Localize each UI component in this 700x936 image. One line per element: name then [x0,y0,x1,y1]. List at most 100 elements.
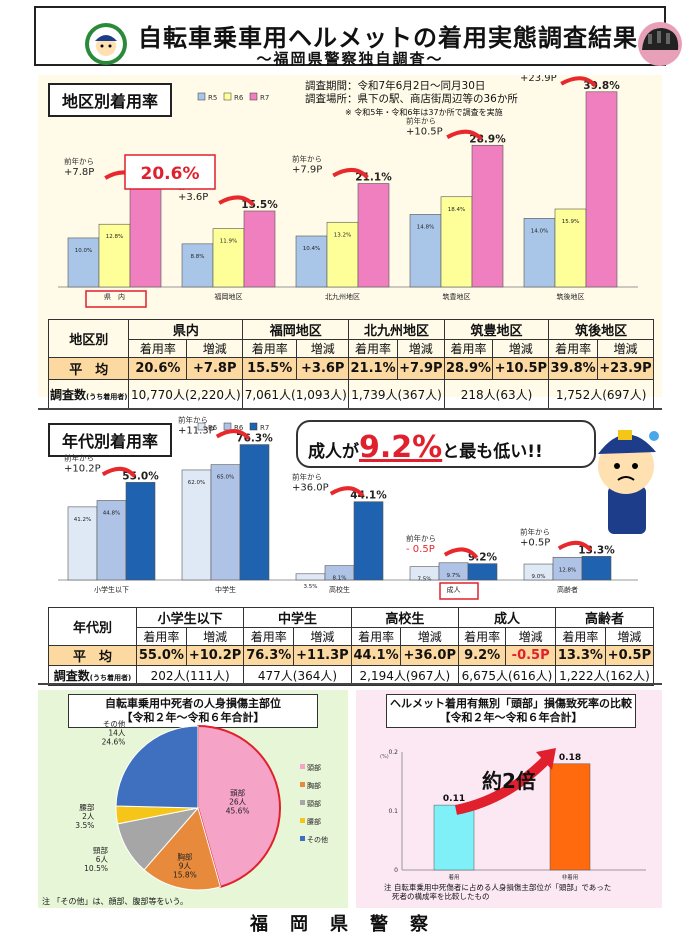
table-cell: 7,061人(1,093人) [242,379,350,410]
table-subheader: 増減 [505,627,556,646]
pie-label-count: 9人 [179,862,192,871]
pie-title: 自転車乗用中死者の人身損傷主部位 【令和２年～令和６年合計】 [68,694,318,728]
survey-note: ※ 令和5年・令和6年は37か所で調査を実施 [345,108,503,117]
bar-value-label: 0.11 [443,794,465,804]
change-prefix: 前年から [520,526,550,536]
table-subheader: 着用率 [457,627,507,646]
table-cell: 55.0% [136,645,187,666]
pie-slice [115,725,199,809]
bubble-suffix: と最も低い!! [442,442,543,462]
pie-label-pct: 3.5% [75,821,94,830]
bar-r7 [581,556,612,581]
table-group-header: 筑後地区 [548,319,654,340]
row-label: 調査数(うち着用者) [48,665,137,686]
table-cell: +10.2P [185,645,245,666]
bar-value-label: 65.0% [217,475,234,481]
bubble-value: 9.2% [359,430,443,465]
age-heading: 年代別着用率 [48,423,173,457]
table-subheader: 増減 [396,339,445,358]
y-tick-label: 0.2 [388,749,398,756]
legend-label: R6 [234,94,244,102]
category-label: 成人 [447,585,461,594]
table-cell: 2,194人(967人) [350,665,459,686]
pie-label-pct: 45.6% [226,806,250,815]
legend-label: 胸部 [307,781,321,790]
table-group-header: 中学生 [243,607,352,628]
bar-value-label: 44.8% [103,510,120,516]
legend-label: 頭部 [307,763,321,772]
pie-label-name: 頸部 [93,845,108,855]
bar-no-helmet [549,763,591,871]
table-group-header: 成人 [457,607,556,628]
bar-r5 [295,235,328,288]
bar-value-label: 18.4% [448,207,465,213]
bar-value-label: 10.4% [303,246,320,252]
up-arrow [443,547,479,559]
y-tick-label: 0.1 [388,808,398,815]
legend-swatch [300,764,305,769]
table-cell: 477人(364人) [243,665,352,686]
table-group-header: 福岡地区 [242,319,350,340]
table-cell: 1,752人(697人) [548,379,654,410]
y-tick-label: 0 [394,867,398,874]
change-prefix: 前年から [64,452,94,462]
pie-label-name: その他 [103,719,126,729]
bar-r7 [357,183,390,288]
pie-panel: 自転車乗用中死者の人身損傷主部位 【令和２年～令和６年合計】 頭部 26人 45.6%… [38,690,348,908]
bar-value-label: 15.9% [562,219,579,225]
bar-value-label: 9.0% [532,574,546,580]
legend-label: R5 [208,424,217,432]
table-cell: 9.2% [457,645,507,666]
table-cell: +0.5P [604,645,655,666]
highlight-value: 20.6% [141,164,200,184]
legend-swatch [300,782,305,787]
increase-arrow-head [536,748,556,770]
change-value: +7.9P [292,165,322,176]
table-cell: 10,770人(2,220人) [128,379,244,410]
legend-swatch [300,818,305,823]
divider [38,408,662,410]
district-table: 地区別 県内 福岡地区 北九州地区 筑豊地区 筑後地区 着用率 増減 着用率 増減 … [47,319,655,410]
bar-r7 [353,501,384,581]
bar-r5 [295,573,326,581]
table-cell: +11.3P [293,645,352,666]
legend-swatch [223,92,232,101]
pie-label-count: 6人 [96,855,109,864]
bar-r6 [96,500,127,581]
bar-value-label: 14.8% [417,224,434,230]
table-subheader: 着用率 [128,339,188,358]
bar-value-label: 12.8% [106,234,123,240]
count-label: 調査数 [50,388,87,402]
table-group-header: 高校生 [350,607,459,628]
table-subheader: 増減 [186,339,244,358]
legend-swatch [300,836,305,841]
category-label: 筑豊地区 [443,292,471,301]
age-table: 年代別 小学生以下 中学生 高校生 成人 高齢者 着用率 増減 着用率 増減 着用率… [48,607,655,686]
highlight-box [124,154,216,190]
category-label: 非着用 [562,873,579,881]
category-label: 県 内 [104,292,125,301]
comparison-panel: ヘルメット着用有無別「頭部」損傷致死率の比較 【令和２年～令和６年合計】 (%) 0… [356,690,662,908]
bar-r7 [125,482,156,581]
legend-label: R6 [234,424,244,432]
survey-period: 調査期間：令和7年6月2日～同月30日 [305,80,486,92]
bar-value-label: 62.0% [188,480,205,486]
bar-r6 [326,221,359,288]
legend-swatch [223,422,232,431]
bar-r6 [212,228,245,288]
bar-value-label: 14.0% [531,228,548,234]
pie-label-name: 胸部 [177,852,192,862]
bar-value-label: 8.8% [191,254,205,260]
increase-arrow [454,756,550,815]
mascot-logo [85,23,127,65]
table-subheader: 着用率 [242,339,298,358]
table-group-header: 筑豊地区 [443,319,550,340]
page-subtitle: ～福岡県警察独自調査～ [256,50,444,68]
bubble-prefix: 成人が [308,442,359,462]
pie-label-count: 26人 [229,797,247,806]
table-cell: 202人(111人) [135,665,245,686]
comparison-chart: (%)0.2 0.1 0 0.11 着用 0.18 非着用 約2倍 [380,748,646,881]
change-value: - 0.5P [406,544,435,555]
highlight-box [439,582,479,600]
